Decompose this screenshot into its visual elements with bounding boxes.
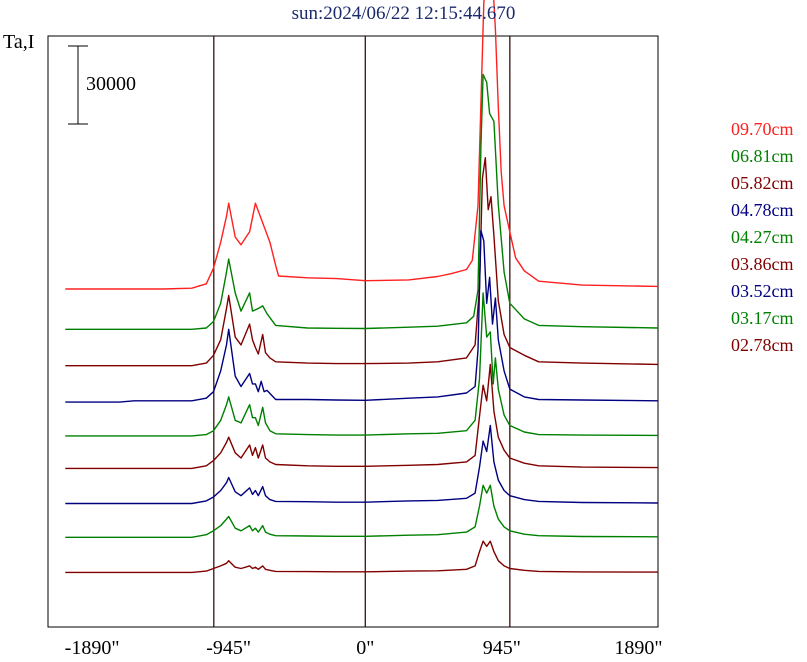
legend-item: 04.78cm (731, 200, 794, 220)
scale-bar-label: 30000 (86, 73, 136, 95)
legend: 09.70cm 06.81cm 05.82cm 04.78cm 04.27cm 03.86… (731, 118, 794, 361)
series-line-04.27cm (65, 292, 659, 437)
legend-item: 05.82cm (731, 173, 794, 193)
vertical-markers (213, 36, 511, 627)
series-line-05.82cm (65, 156, 659, 367)
series-line-09.70cm (65, 0, 659, 290)
series-line-03.17cm (65, 484, 659, 538)
series-line-02.78cm (65, 540, 659, 574)
spectra-lines (65, 0, 659, 574)
legend-item: 03.17cm (731, 308, 794, 328)
series-line-04.78cm (65, 229, 659, 403)
x-tick-label: 0" (356, 637, 375, 659)
y-axis-label: Ta,I (3, 31, 35, 53)
legend-item: 02.78cm (731, 335, 794, 355)
legend-item: 03.86cm (731, 254, 794, 274)
plot-frame (47, 35, 659, 628)
legend-item: 06.81cm (731, 146, 794, 166)
x-tick-label: 1890" (614, 637, 663, 659)
x-tick-label: -945" (206, 637, 252, 659)
x-tick-label: 945" (482, 637, 521, 659)
chart-title: sun:2024/06/22 12:15:44.670 (291, 3, 516, 24)
series-line-03.52cm (65, 424, 659, 505)
x-tick-label: -1890" (64, 637, 120, 659)
legend-item: 04.27cm (731, 227, 794, 247)
series-line-06.81cm (65, 73, 659, 330)
series-line-03.86cm (65, 363, 659, 470)
legend-item: 09.70cm (731, 119, 794, 139)
scale-bar (68, 45, 88, 125)
legend-item: 03.52cm (731, 281, 794, 301)
